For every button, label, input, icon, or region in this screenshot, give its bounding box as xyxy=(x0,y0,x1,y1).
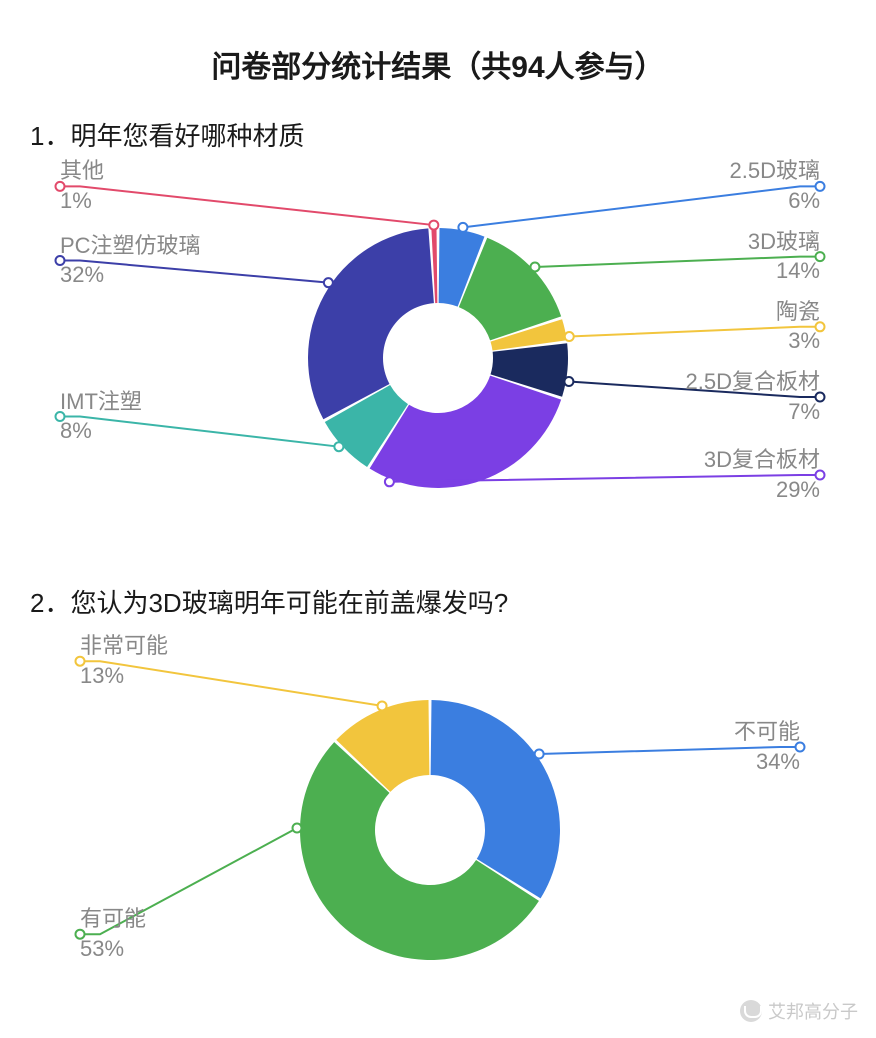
watermark: 艾邦高分子 xyxy=(740,998,858,1024)
donut-slice xyxy=(308,228,434,419)
charts-container: 1．明年您看好哪种材质2.5D玻璃6% 3D玻璃14% 陶瓷3% 2.5D复合板材7%… xyxy=(0,116,876,1020)
slice-name: PC注塑仿玻璃 xyxy=(60,231,201,261)
callout-label: 不可能34% xyxy=(734,717,800,776)
callout-label: 3D复合板材29% xyxy=(704,445,820,504)
slice-percent: 29% xyxy=(704,475,820,505)
callout-label: PC注塑仿玻璃32% xyxy=(60,231,201,290)
slice-name: 非常可能 xyxy=(80,631,168,661)
donut-slice xyxy=(370,376,562,488)
slice-name: 3D复合板材 xyxy=(704,445,820,475)
chart-area: 2.5D玻璃6%3D玻璃14%陶瓷3%2.5D复合板材7%3D复合板材29%IM… xyxy=(0,163,876,553)
slice-name: 2.5D玻璃 xyxy=(730,156,820,186)
slice-name: 陶瓷 xyxy=(776,297,820,327)
slice-name: 其他 xyxy=(60,156,104,186)
slice-percent: 32% xyxy=(60,260,201,290)
callout-label: 陶瓷3% xyxy=(776,297,820,356)
slice-name: 有可能 xyxy=(80,904,146,934)
slice-name: 2.5D复合板材 xyxy=(686,367,820,397)
slice-percent: 6% xyxy=(730,186,820,216)
slice-percent: 1% xyxy=(60,186,104,216)
slice-percent: 14% xyxy=(748,256,820,286)
watermark-text: 艾邦高分子 xyxy=(768,998,858,1024)
callout-label: 3D玻璃14% xyxy=(748,227,820,286)
slice-percent: 3% xyxy=(776,326,820,356)
slice-percent: 7% xyxy=(686,397,820,427)
wechat-icon xyxy=(740,1000,762,1022)
callout-label: 2.5D玻璃6% xyxy=(730,156,820,215)
slice-percent: 13% xyxy=(80,661,168,691)
callout-label: 有可能53% xyxy=(80,904,146,963)
slice-name: 不可能 xyxy=(734,717,800,747)
callout-label: IMT注塑8% xyxy=(60,387,142,446)
page-title: 问卷部分统计结果（共94人参与） xyxy=(0,0,876,86)
callout-label: 2.5D复合板材7% xyxy=(686,367,820,426)
question-heading: 2．您认为3D玻璃明年可能在前盖爆发吗? xyxy=(0,583,876,620)
question-heading: 1．明年您看好哪种材质 xyxy=(0,116,876,153)
slice-name: 3D玻璃 xyxy=(748,227,820,257)
slice-name: IMT注塑 xyxy=(60,387,142,417)
slice-percent: 8% xyxy=(60,416,142,446)
callout-label: 其他1% xyxy=(60,156,104,215)
callout-line xyxy=(60,186,434,225)
callout-label: 非常可能13% xyxy=(80,631,168,690)
donut-slice xyxy=(431,700,560,898)
slice-percent: 34% xyxy=(734,747,800,777)
chart-area: 不可能34% 有可能53% 非常可能13% xyxy=(0,630,876,1020)
slice-percent: 53% xyxy=(80,934,146,964)
